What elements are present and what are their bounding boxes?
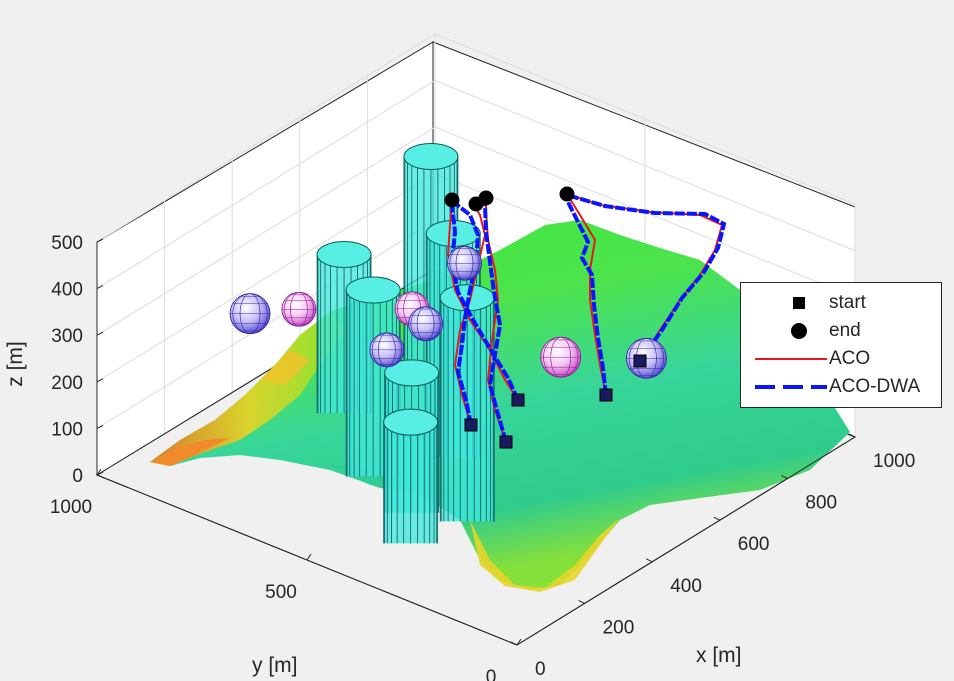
aco-dwa-path [564,197,608,396]
square-marker-icon [755,291,815,315]
x-tick-mark [848,433,856,438]
aco-dwa-path [449,204,520,401]
z-tick-mark [96,424,104,429]
legend-label: start [829,292,866,313]
x-axis-line [516,436,856,646]
dashed-line-icon [755,375,827,399]
aco-dwa-path [483,204,508,443]
sphere-obstacle [281,291,317,327]
legend-label: end [829,320,861,341]
sphere-obstacle [540,336,582,378]
legend-item-aco-dwa: ACO-DWA [741,373,941,401]
x-tick-mark [510,641,518,646]
aco-dwa-path [454,202,481,426]
z-tick-label: 400 [51,280,83,301]
aco-dwa-path [566,193,727,363]
z-tick-label: 0 [72,466,83,487]
end-marker [444,192,460,208]
y-tick-label: 500 [265,582,297,603]
start-marker [464,418,478,432]
sphere-obstacle [229,293,271,335]
x-tick-label: 200 [603,617,635,638]
aco-path [566,193,607,396]
legend-item-aco: ACO [741,345,941,373]
y-tick-label: 1000 [50,497,92,518]
z-tick-mark [96,238,104,243]
aco-path [446,199,519,401]
end-markers [444,186,575,212]
sphere-obstacle [369,332,405,368]
cylinder-obstacles [316,142,495,544]
z-tick-mark [96,378,104,383]
x-axis-label: x [m] [696,644,742,667]
legend-label: ACO [829,348,871,369]
y-tick-label: 0 [486,667,497,681]
x-tick-mark [645,558,653,563]
x-tick-label: 400 [670,576,702,597]
legend-item-end: end [741,317,941,345]
end-marker [559,186,575,202]
y-tick-mark [306,553,312,561]
circle-marker-icon [755,319,815,343]
y-axis-label: y [m] [252,654,298,677]
legend-label: ACO-DWA [829,376,921,397]
start-marker [599,388,613,402]
start-marker [499,435,513,449]
x-axis-ticks: 0 200 400 600 800 1000 [510,433,915,680]
z-axis-ticks: 0 100 200 300 400 500 [51,233,104,487]
sphere-obstacles [229,245,667,379]
cylinder-obstacle [383,408,439,544]
x-tick-label: 0 [535,659,546,680]
x-tick-label: 1000 [873,451,915,472]
z-tick-mark [96,471,104,476]
y-tick-mark [96,468,102,476]
start-marker [511,393,525,407]
x-tick-mark [713,516,721,521]
z-tick-label: 300 [51,326,83,347]
cylinder-obstacle [439,284,495,522]
end-marker [478,190,494,206]
x-tick-mark [578,599,585,604]
aco-dwa-paths [449,193,727,443]
z-tick-mark [96,331,104,336]
legend: start end ACO ACO-DWA [740,282,942,408]
sphere-obstacle [408,306,444,342]
z-tick-label: 200 [51,373,83,394]
terrain-surface [150,220,850,592]
start-markers [464,354,647,449]
z-axis-label: z [m] [4,341,27,387]
start-marker [633,354,647,368]
z-tick-mark [96,285,104,290]
x-tick-mark [781,475,788,480]
y-tick-mark [516,638,522,646]
sphere-obstacle [447,245,482,281]
z-tick-label: 500 [51,233,83,254]
x-tick-label: 800 [805,493,837,514]
y-axis-ticks: 0 500 1000 [50,468,522,681]
z-tick-label: 100 [51,419,83,440]
x-tick-label: 600 [738,534,770,555]
solid-line-icon [755,347,827,371]
legend-item-start: start [741,289,941,317]
